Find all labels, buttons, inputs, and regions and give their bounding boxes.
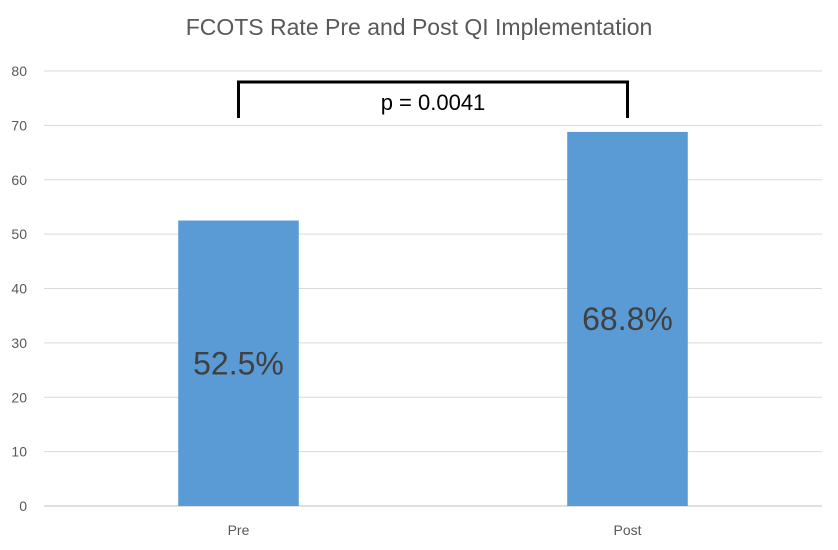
y-tick-label: 80 bbox=[11, 63, 27, 79]
chart-title: FCOTS Rate Pre and Post QI Implementatio… bbox=[185, 14, 653, 40]
significance-bracket bbox=[237, 80, 629, 118]
bar-post bbox=[567, 131, 688, 506]
y-tick-label: 0 bbox=[19, 498, 27, 514]
bar-pre bbox=[178, 220, 299, 506]
data-label: 52.5% bbox=[193, 345, 284, 381]
category-label: Post bbox=[613, 522, 641, 538]
y-tick-label: 30 bbox=[11, 335, 27, 351]
significance-annotation: p = 0.0041 bbox=[237, 80, 629, 118]
y-axis-ticks: 0 10 20 30 40 50 60 70 80 bbox=[11, 63, 27, 514]
bars bbox=[178, 131, 688, 506]
y-tick-label: 60 bbox=[11, 172, 27, 188]
data-label: 68.8% bbox=[582, 301, 673, 337]
data-labels: 52.5% 68.8% bbox=[193, 301, 673, 381]
gridlines bbox=[44, 70, 822, 507]
y-tick-label: 40 bbox=[11, 281, 27, 297]
y-tick-label: 50 bbox=[11, 226, 27, 242]
y-tick-label: 20 bbox=[11, 389, 27, 405]
x-axis-categories: Pre Post bbox=[228, 522, 642, 538]
p-value-label: p = 0.0041 bbox=[381, 90, 486, 115]
category-label: Pre bbox=[228, 522, 250, 538]
y-tick-label: 10 bbox=[11, 444, 27, 460]
y-tick-label: 70 bbox=[11, 117, 27, 133]
